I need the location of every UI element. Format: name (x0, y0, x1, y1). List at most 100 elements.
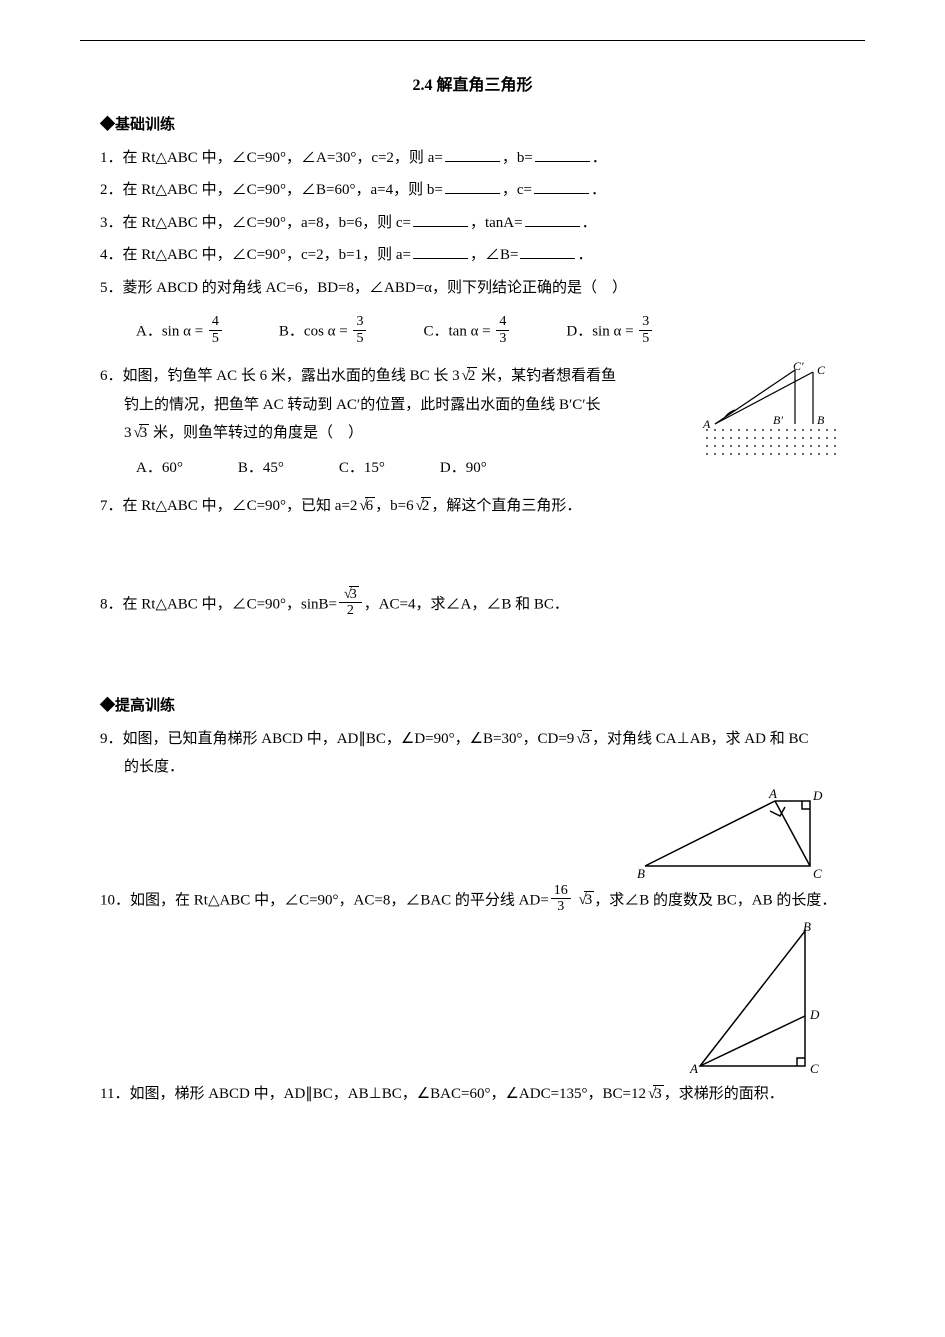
sqrt: 2 (414, 492, 432, 521)
sqrt: 3 (342, 587, 359, 602)
problem-number: 10． (100, 892, 130, 908)
option-d[interactable]: D．sin α = 35 (566, 316, 654, 348)
label-b: B (637, 866, 645, 881)
text: 如图，钓鱼竿 AC 长 6 米，露出水面的鱼线 BC 长 3 (123, 368, 460, 384)
blank[interactable] (535, 146, 590, 162)
blank[interactable] (445, 178, 500, 194)
problem-10: 10．如图，在 Rt△ABC 中，∠C=90°，AC=8，∠BAC 的平分线 A… (100, 885, 845, 1076)
sqrt: 2 (460, 362, 478, 391)
fraction: 32 (339, 587, 362, 619)
label-c: C (810, 1061, 819, 1076)
options: A．sin α = 45 B．cos α = 35 C．tan α = 43 D… (136, 316, 845, 348)
text: ． (582, 215, 597, 231)
spacer (100, 525, 845, 585)
text: ，解这个直角三角形． (431, 498, 581, 514)
label-c: C (813, 866, 822, 881)
fraction: 43 (496, 314, 509, 346)
text: ，AC=4，求∠A，∠B 和 BC． (364, 596, 569, 612)
top-rule (80, 40, 865, 41)
line2: 钓上的情况，把鱼竿 AC 转动到 AC′的位置，此时露出水面的鱼线 B′C′长 (124, 391, 675, 420)
text: ． (577, 247, 592, 263)
problem-3: 3．在 Rt△ABC 中，∠C=90°，a=8，b=6，则 c= ，tanA= ． (100, 209, 845, 238)
text: 在 Rt△ABC 中，∠C=90°，a=8，b=6，则 c= (123, 215, 411, 231)
option-d[interactable]: D．90° (440, 454, 487, 483)
problem-9: 9．如图，已知直角梯形 ABCD 中，AD∥BC，∠D=90°，∠B=30°，C… (100, 725, 845, 881)
option-c[interactable]: C．tan α = 43 (423, 316, 511, 348)
problem-8: 8．在 Rt△ABC 中，∠C=90°，sinB=32，AC=4，求∠A，∠B … (100, 589, 845, 621)
fraction: 35 (639, 314, 652, 346)
option-a[interactable]: A．sin α = 45 (136, 316, 224, 348)
text: ． (592, 150, 607, 166)
sqrt: 6 (357, 492, 375, 521)
text: 在 Rt△ABC 中，∠C=90°，∠B=60°，a=4，则 b= (123, 182, 443, 198)
text: ，c= (502, 182, 532, 198)
trapezoid-diagram: A D B C (635, 786, 835, 881)
text: 在 Rt△ABC 中，∠C=90°，sinB= (123, 596, 337, 612)
section-basic: ◆基础训练 (100, 111, 845, 140)
problem-number: 11． (100, 1086, 129, 1102)
problem-number: 5． (100, 280, 123, 296)
figure-10: A B C D (100, 921, 835, 1076)
section-advanced: ◆提高训练 (100, 692, 845, 721)
blank[interactable] (413, 211, 468, 227)
text: 菱形 ABCD 的对角线 AC=6，BD=8，∠ABD=α，则下列结论正确的是（… (123, 280, 628, 296)
figure-6: C′ C A B′ B (695, 362, 845, 483)
sqrt: 3 (646, 1080, 664, 1109)
problem-5: 5．菱形 ABCD 的对角线 AC=6，BD=8，∠ABD=α，则下列结论正确的… (100, 274, 845, 348)
problem-number: 4． (100, 247, 123, 263)
label: D．sin α = (566, 324, 633, 340)
spacer (100, 624, 845, 684)
label-a: A (768, 786, 777, 801)
option-c[interactable]: C．15° (339, 454, 385, 483)
blank[interactable] (445, 146, 500, 162)
figure-9: A D B C (100, 786, 835, 881)
label-c: C (817, 363, 826, 377)
blank[interactable] (520, 243, 575, 259)
option-b[interactable]: B．cos α = 35 (279, 316, 369, 348)
label-d: D (812, 788, 823, 803)
page: 2.4 解直角三角形 ◆基础训练 1．在 Rt△ABC 中，∠C=90°，∠A=… (0, 0, 945, 1152)
blank[interactable] (413, 243, 468, 259)
label-b: B (803, 921, 811, 934)
text: 米，某钓者想看看鱼 (477, 368, 616, 384)
problem-number: 8． (100, 596, 123, 612)
option-a[interactable]: A．60° (136, 454, 183, 483)
text: ，tanA= (470, 215, 523, 231)
label-c-prime: C′ (793, 362, 804, 373)
text: ，b= (502, 150, 533, 166)
label-b-prime: B′ (773, 413, 783, 427)
text: ，对角线 CA⊥AB，求 AD 和 BC (592, 731, 808, 747)
sqrt: 3 (574, 725, 592, 754)
options: A．60° B．45° C．15° D．90° (136, 454, 675, 483)
problem-number: 3． (100, 215, 123, 231)
problem-number: 6． (100, 368, 123, 384)
problem-2: 2．在 Rt△ABC 中，∠C=90°，∠B=60°，a=4，则 b=，c=． (100, 176, 845, 205)
fraction: 163 (551, 883, 571, 915)
label-a: A (702, 417, 711, 431)
text: ，∠B= (470, 247, 518, 263)
text: ，b=6 (375, 498, 413, 514)
blank[interactable] (525, 211, 580, 227)
fraction: 35 (353, 314, 366, 346)
problem-number: 7． (100, 498, 123, 514)
fraction: 45 (209, 314, 222, 346)
problem-11: 11．如图，梯形 ABCD 中，AD∥BC，AB⊥BC，∠BAC=60°，∠AD… (100, 1080, 845, 1109)
label: B．cos α = (279, 324, 348, 340)
text: 如图，梯形 ABCD 中，AD∥BC，AB⊥BC，∠BAC=60°，∠ADC=1… (129, 1086, 646, 1102)
problem-6: 6．如图，钓鱼竿 AC 长 6 米，露出水面的鱼线 BC 长 32 米，某钓者想… (100, 362, 845, 488)
problem-7: 7．在 Rt△ABC 中，∠C=90°，已知 a=26，b=62，解这个直角三角… (100, 492, 845, 521)
problem-4: 4．在 Rt△ABC 中，∠C=90°，c=2，b=1，则 a= ，∠B= ． (100, 241, 845, 270)
text: 在 Rt△ABC 中，∠C=90°，∠A=30°，c=2，则 a= (123, 150, 443, 166)
option-b[interactable]: B．45° (238, 454, 284, 483)
text: 米，则鱼竿转过的角度是（ ） (149, 425, 363, 441)
problem-number: 1． (100, 150, 123, 166)
page-title: 2.4 解直角三角形 (100, 71, 845, 101)
text: 在 Rt△ABC 中，∠C=90°，c=2，b=1，则 a= (123, 247, 411, 263)
sqrt: 3 (132, 419, 150, 448)
line3: 33 米，则鱼竿转过的角度是（ ） (124, 419, 675, 448)
text: ，求梯形的面积． (664, 1086, 784, 1102)
blank[interactable] (534, 178, 589, 194)
problem-text: 6．如图，钓鱼竿 AC 长 6 米，露出水面的鱼线 BC 长 32 米，某钓者想… (100, 362, 675, 488)
text: 3 (124, 425, 132, 441)
problem-number: 9． (100, 731, 123, 747)
